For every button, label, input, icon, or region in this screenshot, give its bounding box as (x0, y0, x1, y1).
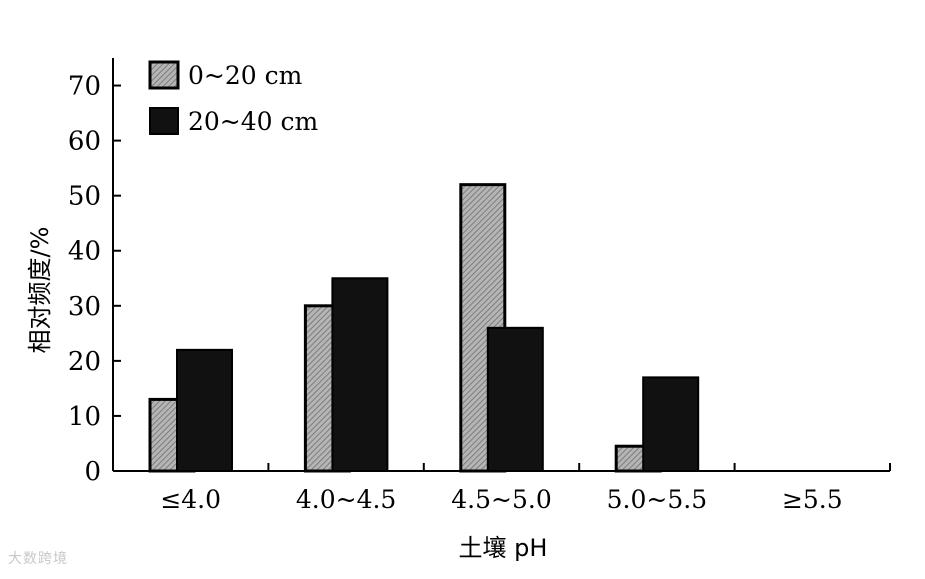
x-tick-label: 4.0~4.5 (296, 485, 396, 514)
bar-20-40cm (331, 277, 389, 472)
y-axis-label: 相对频度/% (26, 227, 54, 354)
tick-labels: 0 10 20 30 40 50 60 70 ≤4.0 4.0~4.5 4.5~5.0 5.0~5.5… (68, 72, 843, 514)
watermark: 大数跨境 (8, 551, 68, 567)
bar-20-40cm (176, 348, 233, 472)
y-tick-label: 70 (68, 72, 101, 102)
y-tick-label: 40 (68, 237, 101, 267)
axes (112, 58, 891, 472)
legend: 0~20 cm 20~40 cm (148, 60, 319, 136)
bars (148, 183, 700, 473)
legend-label-20-40cm: 20~40 cm (188, 107, 319, 136)
x-axis-label: 土壤 pH (459, 534, 548, 562)
x-tick-label: 5.0~5.5 (607, 485, 707, 514)
y-tick-label: 60 (68, 127, 101, 157)
y-tick-label: 10 (68, 402, 101, 432)
x-tick-label: ≤4.0 (160, 485, 221, 514)
bar-20-40cm (486, 326, 544, 472)
x-tick-label: ≥5.5 (782, 485, 843, 514)
y-tick-label: 50 (68, 182, 101, 212)
x-tick-label: 4.5~5.0 (451, 485, 551, 514)
legend-label-0-20cm: 0~20 cm (188, 61, 303, 90)
y-tick-label: 0 (84, 457, 101, 487)
y-tick-label: 30 (68, 292, 101, 322)
legend-swatch-20-40cm (149, 107, 179, 135)
y-tick-label: 20 (68, 347, 101, 377)
bar-20-40cm (642, 376, 700, 472)
legend-swatch-0-20cm (148, 60, 180, 90)
